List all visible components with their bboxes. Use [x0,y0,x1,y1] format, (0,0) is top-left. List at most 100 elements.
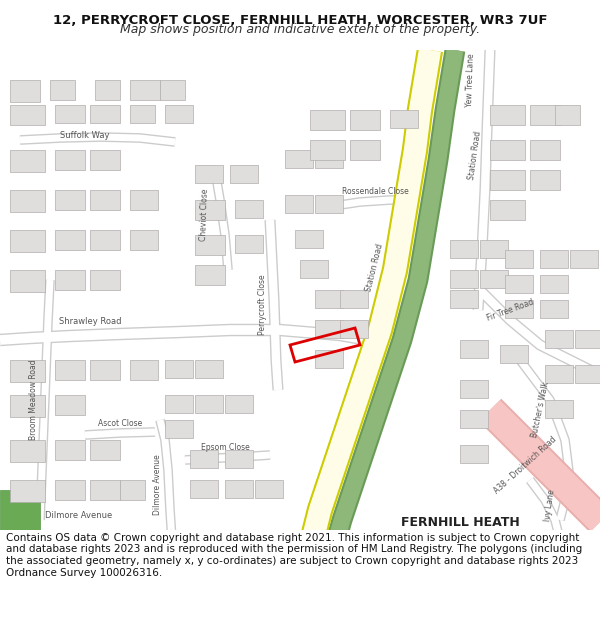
Bar [165,420,193,438]
Bar [55,150,85,170]
Bar [285,150,313,168]
Bar [10,190,45,212]
Bar [10,395,45,417]
Bar [570,250,598,268]
Bar [490,200,525,220]
Text: Rossendale Close: Rossendale Close [341,187,409,196]
Bar [55,440,85,460]
Bar [10,360,45,382]
Text: Dilmore Avenue: Dilmore Avenue [152,454,161,516]
Bar [460,410,488,428]
Bar [300,260,328,278]
Bar [315,290,343,308]
Bar [130,190,158,210]
Bar [50,80,75,100]
Bar [230,165,258,183]
Bar [340,290,368,308]
Bar [195,265,225,285]
Bar [225,450,253,468]
Bar [130,80,160,100]
Bar [350,140,380,160]
Bar [130,360,158,380]
Bar [575,365,600,383]
Bar [490,170,525,190]
Bar [315,195,343,213]
Bar [555,105,580,125]
Text: Ascot Close: Ascot Close [98,419,142,428]
Bar [190,450,218,468]
Text: Contains OS data © Crown copyright and database right 2021. This information is : Contains OS data © Crown copyright and d… [6,533,582,578]
Bar [315,150,343,168]
Bar [130,105,155,123]
Bar [235,235,263,253]
Bar [390,110,418,128]
Text: Station Road: Station Road [365,243,385,293]
Bar [575,330,600,348]
Bar [350,110,380,130]
Bar [165,395,193,413]
Text: Epsom Close: Epsom Close [200,443,250,452]
Bar [90,105,120,123]
Bar [545,365,573,383]
Bar [480,240,508,258]
Bar [505,250,533,268]
Bar [165,105,193,123]
Bar [225,480,253,498]
Text: Broom Meadow Road: Broom Meadow Road [29,359,38,440]
Bar [460,380,488,398]
Text: Suffolk Way: Suffolk Way [60,131,110,139]
Bar [540,275,568,293]
Bar [530,170,560,190]
Bar [55,480,85,500]
Bar [55,105,85,123]
Text: FERNHILL HEATH: FERNHILL HEATH [401,516,520,529]
Bar [480,270,508,288]
Text: Yew Tree Lane: Yew Tree Lane [464,53,475,107]
Bar [195,235,225,255]
Text: Dilmore Avenue: Dilmore Avenue [45,511,112,519]
Bar [530,105,560,125]
Bar [490,105,525,125]
Bar [505,275,533,293]
Bar [90,440,120,460]
Text: Butcher's Walk: Butcher's Walk [530,381,550,439]
Bar [530,140,560,160]
Bar [10,105,45,125]
Bar [130,230,158,250]
Polygon shape [0,490,40,530]
Bar [315,350,343,368]
Bar [505,300,533,318]
Bar [90,270,120,290]
Bar [235,200,263,218]
Bar [310,140,345,160]
Bar [10,150,45,172]
Text: A38 - Droitwich Road: A38 - Droitwich Road [492,435,558,495]
Bar [225,395,253,413]
Bar [545,400,573,418]
Bar [90,230,120,250]
Bar [10,440,45,462]
Bar [165,360,193,378]
Bar [195,165,223,183]
Bar [315,320,343,338]
Bar [545,330,573,348]
Bar [10,270,45,292]
Bar [285,195,313,213]
Bar [450,290,478,308]
Bar [55,395,85,415]
Text: Shrawley Road: Shrawley Road [59,317,121,326]
Bar [460,340,488,358]
Bar [460,445,488,463]
Bar [160,80,185,100]
Bar [90,150,120,170]
Bar [340,320,368,338]
Text: Perrycroft Close: Perrycroft Close [258,275,267,335]
Bar [540,300,568,318]
Text: Station Road: Station Road [467,130,483,180]
Bar [90,190,120,210]
Bar [540,250,568,268]
Bar [490,140,525,160]
Bar [195,200,225,220]
Bar [55,230,85,250]
Bar [450,270,478,288]
